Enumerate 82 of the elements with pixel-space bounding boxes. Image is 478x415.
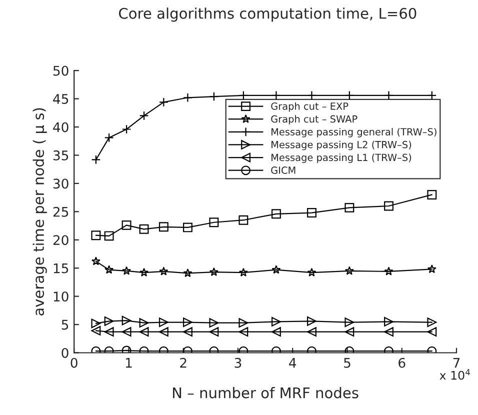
point xyxy=(183,268,192,278)
legend-label: Graph cut – SWAP xyxy=(271,115,358,125)
point xyxy=(104,316,114,326)
point xyxy=(344,327,354,337)
text: x 10$^{4}$ xyxy=(440,369,470,380)
point xyxy=(307,316,316,326)
y-axis-title: average time per node ( μ s) xyxy=(32,108,47,316)
point xyxy=(182,222,192,232)
y-tick-label: 40 xyxy=(53,122,68,132)
point xyxy=(182,327,192,337)
point xyxy=(307,208,316,218)
y-tick-label: 25 xyxy=(53,206,68,217)
point xyxy=(139,318,149,328)
y-tick-label: 10 xyxy=(54,292,68,302)
legend-label: Message passing L2 (TRW–S) xyxy=(272,140,412,150)
point xyxy=(122,316,132,326)
point xyxy=(384,201,394,211)
point xyxy=(427,327,437,337)
point xyxy=(238,327,248,337)
point xyxy=(122,327,132,337)
x-tick-label: 0 xyxy=(70,358,78,368)
point xyxy=(427,318,437,327)
point xyxy=(91,256,100,266)
point xyxy=(104,327,114,337)
y-tick-label: 45 xyxy=(53,94,68,104)
point xyxy=(238,215,248,225)
point xyxy=(104,231,114,241)
point xyxy=(139,224,149,234)
point xyxy=(344,266,354,275)
point xyxy=(209,218,219,228)
legend-label: Graph cut – EXP xyxy=(271,102,348,112)
point xyxy=(209,327,219,337)
y-tick-label: 20 xyxy=(53,235,68,246)
x-tick-label: 2 xyxy=(180,358,186,368)
point xyxy=(122,346,132,353)
y-tick-label: 5 xyxy=(62,320,68,330)
point xyxy=(91,326,101,336)
legend-label: Message passing L1 (TRW–S) xyxy=(272,154,412,163)
point xyxy=(427,264,436,274)
point xyxy=(209,267,218,276)
point xyxy=(344,202,354,212)
point xyxy=(307,327,316,337)
point xyxy=(272,265,281,274)
point xyxy=(427,190,437,200)
x-axis-title: N – number of MRF nodes xyxy=(173,387,358,398)
point xyxy=(209,318,219,328)
y-tick-label: 35 xyxy=(53,150,68,160)
point xyxy=(158,318,168,327)
x-tick-label: 5 xyxy=(344,358,350,368)
point xyxy=(271,209,281,219)
point xyxy=(91,318,101,328)
point xyxy=(384,266,394,276)
point xyxy=(159,266,168,276)
point xyxy=(307,268,316,277)
point xyxy=(384,316,394,326)
point xyxy=(91,230,101,240)
point xyxy=(238,318,248,328)
point xyxy=(238,268,248,277)
point xyxy=(271,327,281,337)
x-tick-label: 7 xyxy=(453,358,460,368)
legend-label: GICM xyxy=(271,166,296,174)
legend-label: Message passing general (TRW–S) xyxy=(272,128,436,138)
point xyxy=(104,265,114,274)
x-tick-label: 4 xyxy=(289,358,296,368)
point xyxy=(158,327,168,337)
point xyxy=(122,220,132,230)
point xyxy=(139,268,149,277)
y-tick-label: 30 xyxy=(53,178,68,189)
y-tick-label: 15 xyxy=(54,263,68,274)
chart-title: Core algorithms computation time, L=60 xyxy=(119,8,416,22)
x-tick-label: 3 xyxy=(234,358,242,368)
point xyxy=(271,316,281,326)
point xyxy=(182,318,192,327)
point xyxy=(158,222,168,232)
point xyxy=(384,327,394,337)
y-tick-label: 50 xyxy=(53,66,68,76)
point xyxy=(122,266,132,275)
x-tick-label: 1 xyxy=(126,358,132,368)
x-tick-label: 6 xyxy=(398,358,406,368)
point xyxy=(139,327,149,337)
y-tick-label: 0 xyxy=(62,348,68,358)
point xyxy=(344,318,354,327)
